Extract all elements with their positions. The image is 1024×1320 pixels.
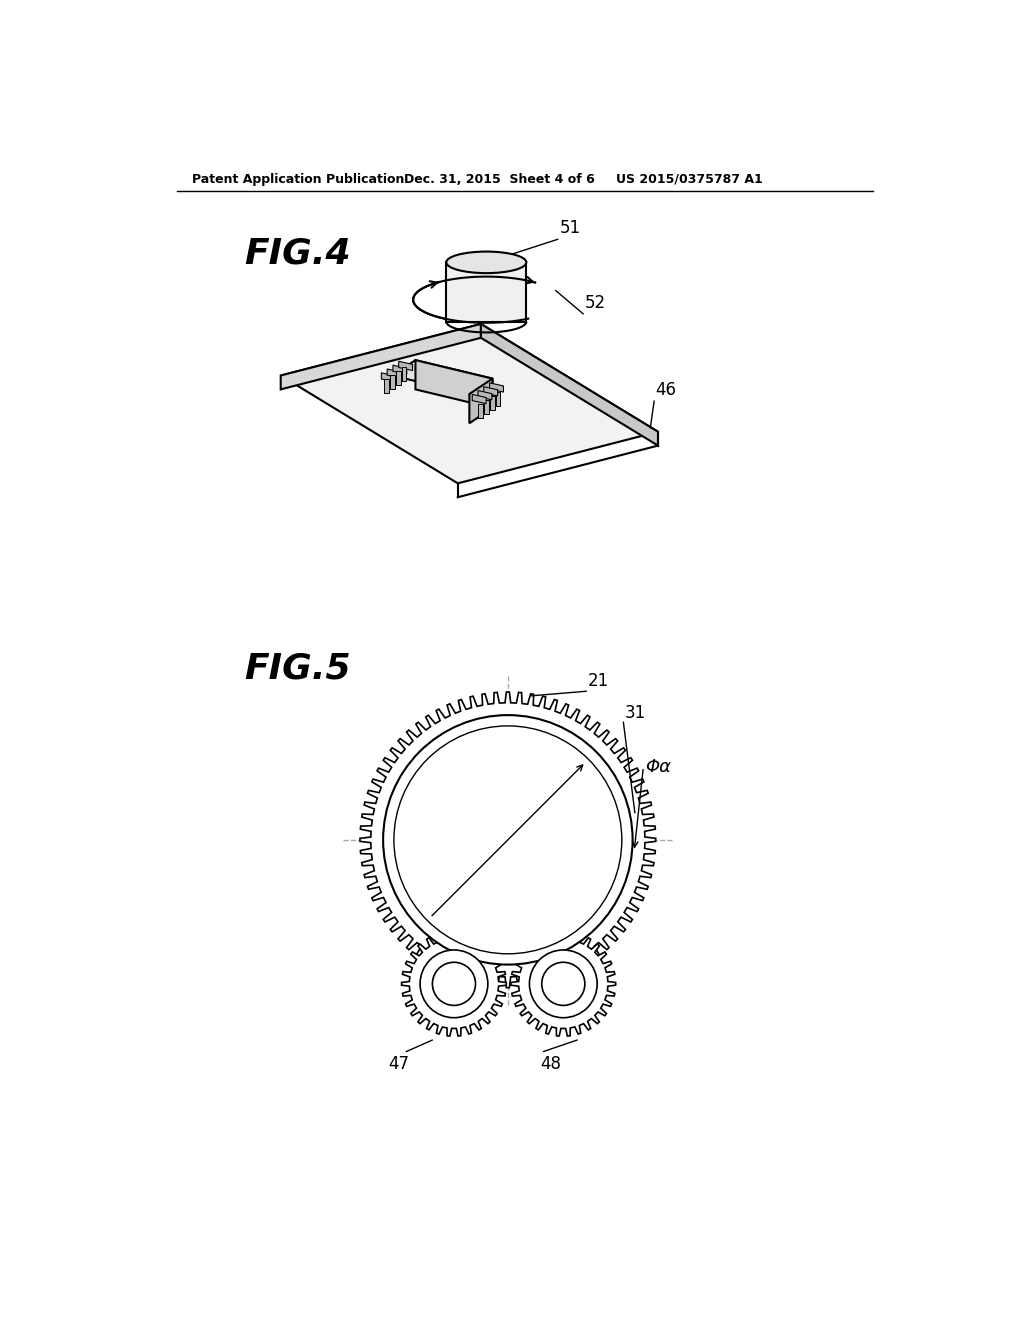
Text: US 2015/0375787 A1: US 2015/0375787 A1 [615,173,763,186]
Text: 51: 51 [559,219,581,238]
Polygon shape [360,692,655,987]
Polygon shape [472,395,486,404]
Polygon shape [398,362,413,371]
Polygon shape [401,932,506,1036]
Polygon shape [489,383,504,392]
Text: Patent Application Publication: Patent Application Publication [193,173,404,186]
Polygon shape [392,360,493,395]
Circle shape [383,715,633,965]
Polygon shape [511,932,615,1036]
Polygon shape [381,372,395,381]
Polygon shape [401,367,407,381]
Polygon shape [484,400,488,413]
Text: 48: 48 [541,1056,561,1073]
Polygon shape [281,323,481,389]
Text: FIG.4: FIG.4 [245,238,351,271]
Polygon shape [469,379,493,424]
Text: 47: 47 [388,1056,409,1073]
Circle shape [529,950,597,1018]
Text: Φα: Φα [645,758,671,776]
Text: FIG.5: FIG.5 [245,651,351,685]
Polygon shape [478,391,492,400]
Polygon shape [393,366,407,375]
Polygon shape [489,396,495,409]
Text: 31: 31 [625,704,646,722]
Polygon shape [478,404,483,417]
Text: 21: 21 [588,672,609,689]
Polygon shape [483,387,498,396]
Polygon shape [446,263,526,322]
Text: 52: 52 [585,294,606,313]
Polygon shape [387,370,401,379]
Polygon shape [281,323,658,483]
Polygon shape [496,392,501,407]
Circle shape [432,962,475,1006]
Circle shape [420,950,487,1018]
Polygon shape [384,379,389,393]
Text: Dec. 31, 2015  Sheet 4 of 6: Dec. 31, 2015 Sheet 4 of 6 [403,173,595,186]
Circle shape [394,726,622,954]
Text: 46: 46 [655,380,677,399]
Polygon shape [481,323,658,446]
Ellipse shape [446,252,526,273]
Polygon shape [390,375,395,389]
Polygon shape [396,371,400,385]
Polygon shape [416,360,493,408]
Circle shape [542,962,585,1006]
